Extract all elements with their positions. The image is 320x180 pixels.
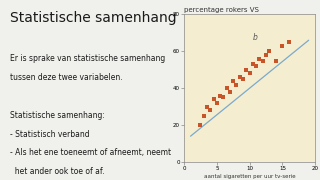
Point xyxy=(214,102,220,104)
Point xyxy=(286,41,292,44)
Point xyxy=(208,109,213,112)
Point xyxy=(253,65,259,68)
Point xyxy=(267,50,272,53)
Point xyxy=(221,96,226,99)
Point xyxy=(237,76,242,78)
Text: - Statistisch verband: - Statistisch verband xyxy=(10,130,90,139)
Point xyxy=(201,114,206,117)
Point xyxy=(198,124,203,127)
Point xyxy=(273,59,278,62)
Point xyxy=(260,59,265,62)
X-axis label: aantal sigaretten per uur tv-serie: aantal sigaretten per uur tv-serie xyxy=(204,174,295,179)
Point xyxy=(211,98,216,101)
Point xyxy=(204,105,210,108)
Point xyxy=(227,90,232,93)
Point xyxy=(257,57,262,60)
Point xyxy=(218,94,223,97)
Text: Statistische samenhang: Statistische samenhang xyxy=(10,11,177,25)
Point xyxy=(263,54,268,57)
Point xyxy=(247,72,252,75)
Point xyxy=(241,78,246,80)
Point xyxy=(231,79,236,82)
Text: Statistische samenhang:: Statistische samenhang: xyxy=(10,111,105,120)
Point xyxy=(224,87,229,90)
Point xyxy=(280,44,285,47)
Point xyxy=(244,68,249,71)
Point xyxy=(250,63,255,66)
Text: - Als het ene toeneemt of afneemt, neemt: - Als het ene toeneemt of afneemt, neemt xyxy=(10,148,172,158)
Point xyxy=(234,83,239,86)
Text: b: b xyxy=(253,33,258,42)
Text: het ander ook toe of af.: het ander ook toe of af. xyxy=(10,167,105,176)
Text: Er is sprake van statistische samenhang: Er is sprake van statistische samenhang xyxy=(10,54,165,63)
Text: percentage rokers VS: percentage rokers VS xyxy=(184,7,259,13)
Text: tussen deze twee variabelen.: tussen deze twee variabelen. xyxy=(10,73,123,82)
